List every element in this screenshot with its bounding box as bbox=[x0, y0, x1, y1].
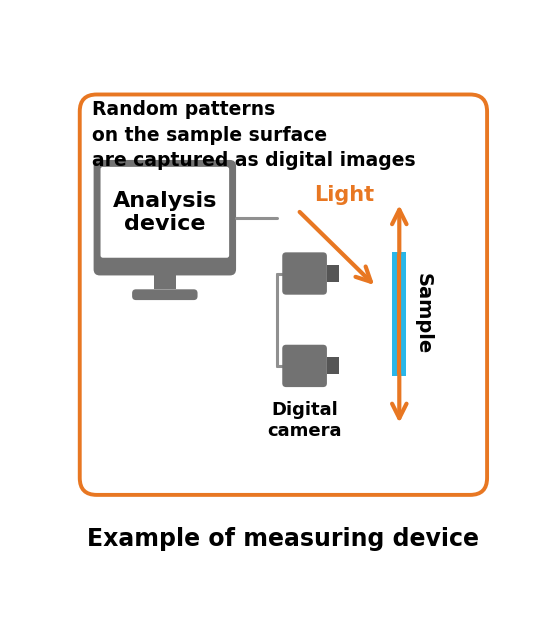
Bar bbox=[327, 265, 339, 282]
FancyBboxPatch shape bbox=[132, 289, 197, 300]
FancyBboxPatch shape bbox=[282, 252, 327, 295]
Bar bbox=[327, 357, 339, 374]
Bar bbox=[154, 275, 176, 289]
Text: Sample: Sample bbox=[414, 273, 432, 354]
Text: Example of measuring device: Example of measuring device bbox=[87, 527, 479, 551]
Text: Analysis
device: Analysis device bbox=[113, 191, 217, 234]
Text: Random patterns
on the sample surface
are captured as digital images: Random patterns on the sample surface ar… bbox=[92, 100, 416, 171]
Text: Light: Light bbox=[314, 184, 374, 204]
FancyBboxPatch shape bbox=[93, 160, 236, 275]
FancyBboxPatch shape bbox=[282, 345, 327, 387]
Bar bbox=[393, 252, 406, 376]
FancyBboxPatch shape bbox=[101, 167, 229, 258]
Text: Digital
camera: Digital camera bbox=[267, 401, 342, 440]
FancyBboxPatch shape bbox=[80, 95, 487, 495]
